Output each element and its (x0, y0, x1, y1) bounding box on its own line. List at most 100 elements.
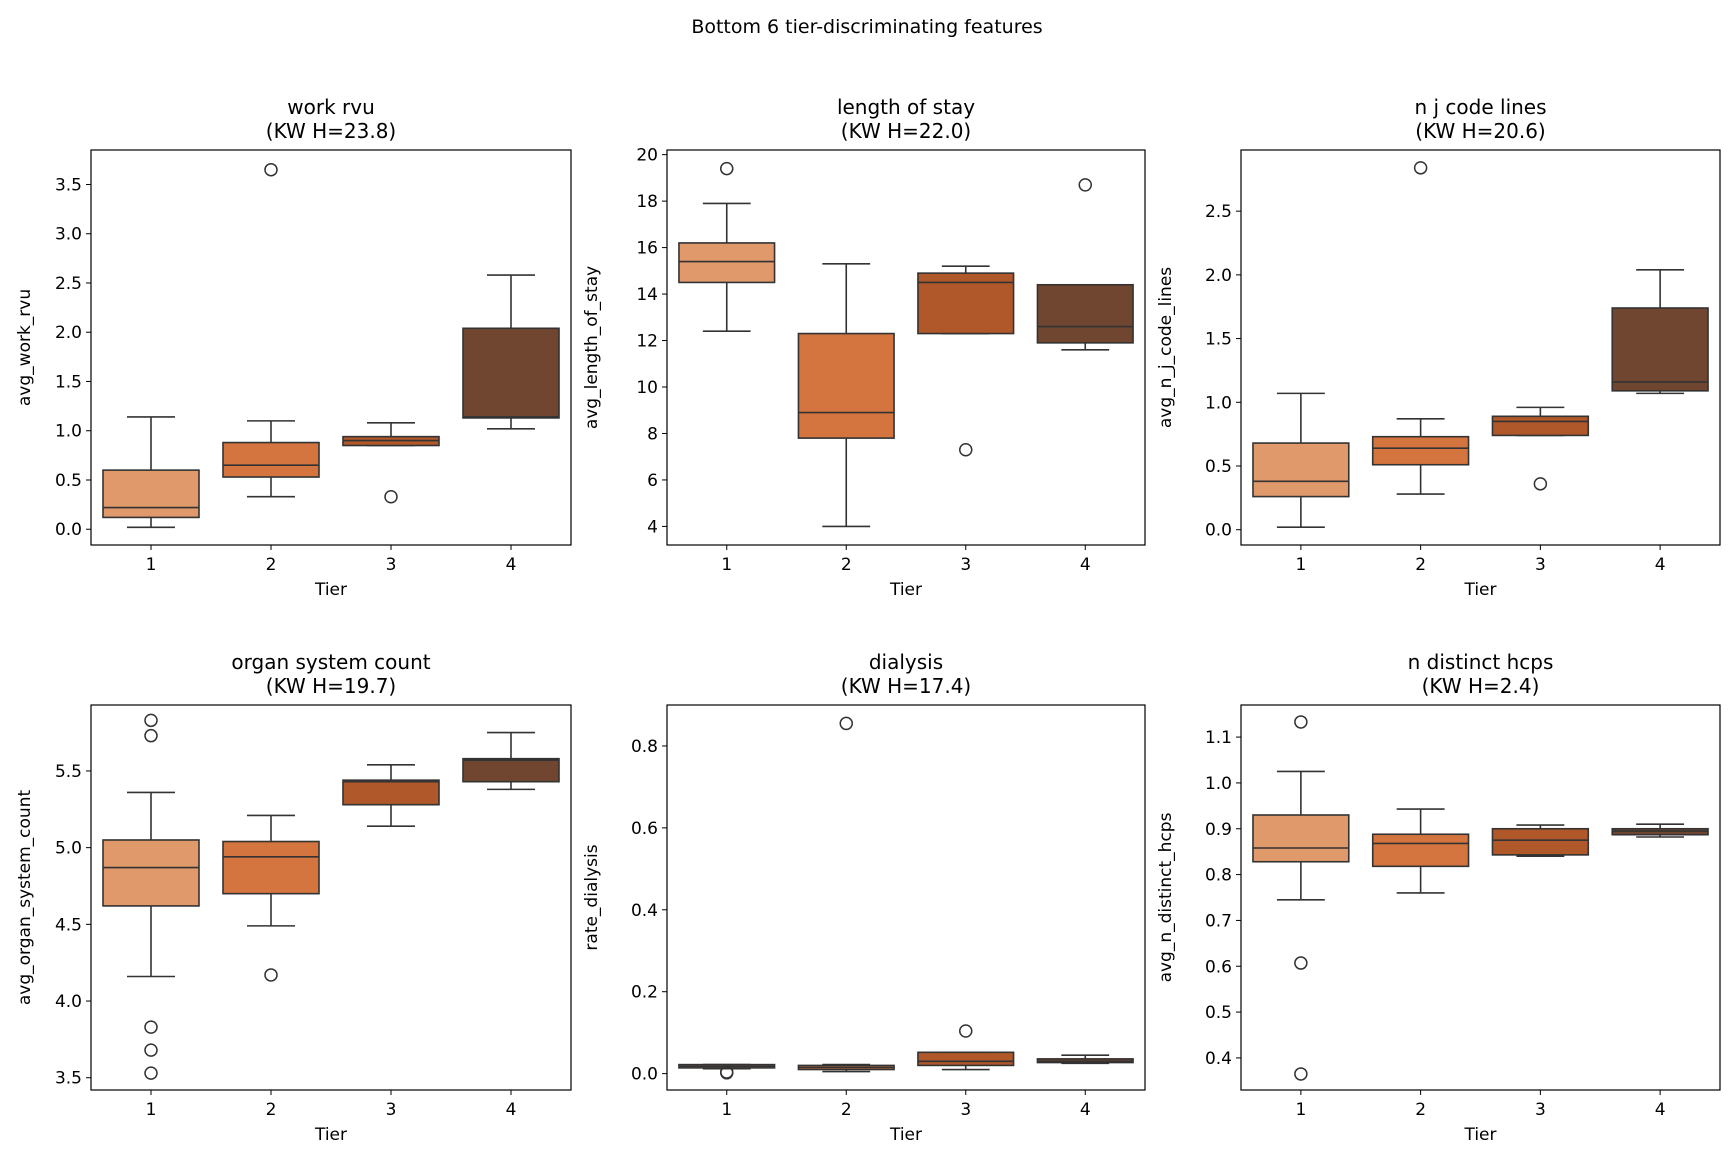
y-tick-label: 1.0 (1205, 393, 1232, 413)
outlier-point (144, 1043, 158, 1057)
x-tick-label: 1 (146, 555, 157, 575)
outlier-point (144, 1066, 158, 1080)
y-tick-label: 0.5 (1205, 1003, 1232, 1023)
box (462, 757, 560, 783)
outlier-point (1413, 161, 1428, 175)
subplot-title: n distinct hcps (1408, 650, 1554, 674)
axes-frame (666, 704, 1146, 1091)
y-tick-label: 20 (636, 146, 658, 166)
x-tick-label: 1 (146, 1100, 157, 1120)
subplot-4: organ system count(KW H=19.7) 3.5 4.0 4.5 5.… (15, 650, 572, 1145)
subplot-1: work rvu(KW H=23.8) 0.0 0.5 1.0 1.5 2.0 2.5 3.0… (15, 95, 572, 600)
y-axis-label: avg_n_distinct_hcps (1156, 812, 1176, 982)
y-tick-label: 3.0 (55, 225, 82, 245)
x-tick-label: 2 (1415, 555, 1426, 575)
box-tier-1 (1252, 392, 1350, 528)
box (102, 839, 200, 907)
y-tick-label: 1.5 (55, 372, 82, 392)
subplot-subtitle: (KW H=20.6) (1415, 119, 1545, 143)
y-tick-label: 0.7 (1205, 911, 1232, 931)
x-tick-label: 3 (960, 1100, 971, 1120)
x-tick-label: 2 (841, 555, 852, 575)
outlier-point (264, 162, 278, 177)
axes-frame (90, 149, 572, 546)
y-tick-label: 0.5 (55, 471, 82, 491)
y-tick-label: 3.5 (55, 175, 82, 195)
y-tick-label: 5.5 (55, 762, 82, 782)
y-tick-label: 2.0 (55, 323, 82, 343)
box-tier-3 (342, 764, 440, 827)
box (102, 469, 200, 519)
box (222, 441, 320, 478)
axes-frame (1240, 149, 1721, 546)
outlier-point (1294, 715, 1308, 729)
outlier-point (384, 489, 398, 504)
box-tier-3 (917, 265, 1015, 457)
axes-frame (90, 704, 572, 1091)
y-tick-label: 0.0 (631, 1065, 658, 1085)
y-axis-label: avg_n_j_code_lines (1156, 267, 1176, 428)
box-tier-4 (1036, 178, 1134, 351)
box-tier-3 (342, 422, 440, 504)
axes-frame (666, 149, 1146, 546)
box (342, 779, 440, 806)
box-tier-3 (1491, 824, 1590, 858)
y-tick-label: 0.8 (1205, 866, 1232, 886)
box (917, 1051, 1015, 1067)
x-tick-label: 3 (386, 1100, 397, 1120)
box-tier-4 (462, 731, 560, 791)
y-tick-label: 4.5 (55, 915, 82, 935)
box (797, 332, 895, 439)
box (222, 840, 320, 895)
x-tick-label: 2 (266, 555, 277, 575)
box-tier-4 (1036, 1054, 1134, 1065)
outlier-point (839, 716, 853, 731)
y-tick-label: 6 (647, 471, 658, 491)
box-tier-1 (1252, 715, 1350, 1081)
outlier-point (720, 161, 734, 176)
box-tier-3 (1491, 406, 1590, 491)
x-axis-label: Tier (889, 580, 922, 600)
y-tick-label: 0.6 (631, 819, 658, 839)
x-tick-label: 3 (1535, 1100, 1546, 1120)
x-tick-label: 2 (1415, 1100, 1426, 1120)
box (1036, 283, 1134, 344)
x-tick-label: 1 (1295, 555, 1306, 575)
subplot-subtitle: (KW H=2.4) (1422, 674, 1540, 698)
subplot-6: n distinct hcps(KW H=2.4) 0.4 0.5 0.6 0.7 0.8… (1156, 650, 1721, 1145)
subplot-3: n j code lines(KW H=20.6) 0.0 0.5 1.0 1.5 2.0… (1156, 95, 1721, 600)
box-tier-1 (678, 161, 776, 333)
subplot-title: organ system count (231, 650, 430, 674)
x-axis-label: Tier (314, 580, 347, 600)
x-tick-label: 2 (266, 1100, 277, 1120)
y-tick-label: 12 (636, 332, 658, 352)
subplot-5: dialysis(KW H=17.4) 0.0 0.2 0.4 0.6 0.8 1 2 3 4 Ti… (582, 650, 1146, 1145)
box-tier-2 (222, 814, 320, 982)
x-axis-label: Tier (314, 1125, 347, 1145)
x-axis-label: Tier (1463, 580, 1496, 600)
subplot-subtitle: (KW H=17.4) (841, 674, 971, 698)
box-tier-2 (1371, 161, 1470, 495)
y-tick-label: 0.0 (55, 520, 82, 540)
y-tick-label: 2.0 (1205, 266, 1232, 286)
y-axis-label: avg_organ_system_count (15, 790, 35, 1006)
y-tick-label: 16 (636, 239, 658, 259)
x-tick-label: 2 (841, 1100, 852, 1120)
y-tick-label: 8 (647, 424, 658, 444)
y-tick-label: 0.2 (631, 983, 658, 1003)
outlier-point (959, 442, 973, 457)
box-tier-2 (222, 162, 320, 498)
box-tier-1 (102, 416, 200, 529)
y-tick-label: 0.0 (1205, 521, 1232, 541)
box-tier-2 (1371, 808, 1470, 894)
subplot-title: dialysis (869, 650, 943, 674)
box-tier-1 (102, 713, 200, 1080)
x-tick-label: 4 (1655, 555, 1666, 575)
x-tick-label: 3 (386, 555, 397, 575)
axes-frame (1240, 704, 1721, 1091)
outlier-point (144, 1020, 158, 1034)
box (678, 242, 776, 284)
y-tick-label: 3.5 (55, 1069, 82, 1089)
